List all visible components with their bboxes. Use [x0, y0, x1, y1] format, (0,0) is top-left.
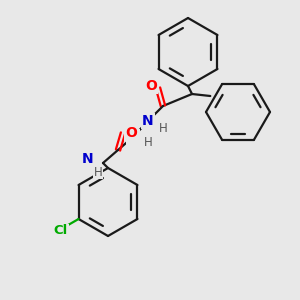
Text: Cl: Cl [54, 224, 68, 238]
Text: O: O [125, 126, 137, 140]
Text: H: H [94, 166, 102, 178]
Text: O: O [145, 79, 157, 93]
Text: H: H [159, 122, 167, 134]
Text: N: N [127, 130, 139, 144]
Text: N: N [142, 114, 154, 128]
Text: H: H [144, 136, 152, 149]
Text: N: N [82, 152, 94, 166]
